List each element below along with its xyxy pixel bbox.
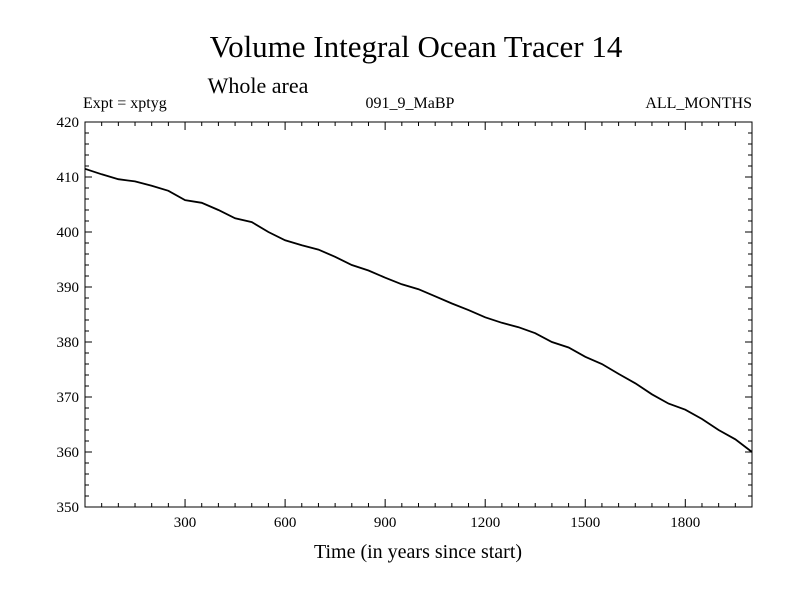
y-tick-label: 420	[57, 115, 80, 131]
experiment-label: Expt = xptyg	[83, 95, 167, 112]
y-tick-label: 410	[57, 170, 80, 186]
x-tick-label: 1800	[670, 515, 700, 531]
months-label: ALL_MONTHS	[645, 95, 752, 112]
x-axis-label: Time (in years since start)	[314, 541, 522, 563]
y-tick-label: 370	[57, 390, 80, 406]
x-tick-label: 1500	[570, 515, 600, 531]
x-tick-label: 600	[274, 515, 297, 531]
chart-subtitle: Whole area	[208, 73, 309, 98]
y-tick-label: 400	[57, 225, 80, 241]
plot-frame	[84, 121, 753, 508]
x-tick-label: 300	[174, 515, 197, 531]
y-tick-label: 390	[57, 280, 80, 296]
chart-title: Volume Integral Ocean Tracer 14	[210, 29, 623, 64]
x-tick-label: 1200	[470, 515, 500, 531]
x-axis: 300 600 900 1200 1500 1800	[101, 122, 736, 531]
x-tick-label: 900	[374, 515, 397, 531]
y-tick-label: 380	[57, 335, 80, 351]
run-label: 091_9_MaBP	[366, 95, 455, 112]
y-axis: 350 360 370 380 390 400 410 420	[57, 115, 752, 516]
y-tick-label: 350	[57, 500, 80, 516]
y-tick-label: 360	[57, 445, 80, 461]
series-line	[84, 167, 753, 453]
